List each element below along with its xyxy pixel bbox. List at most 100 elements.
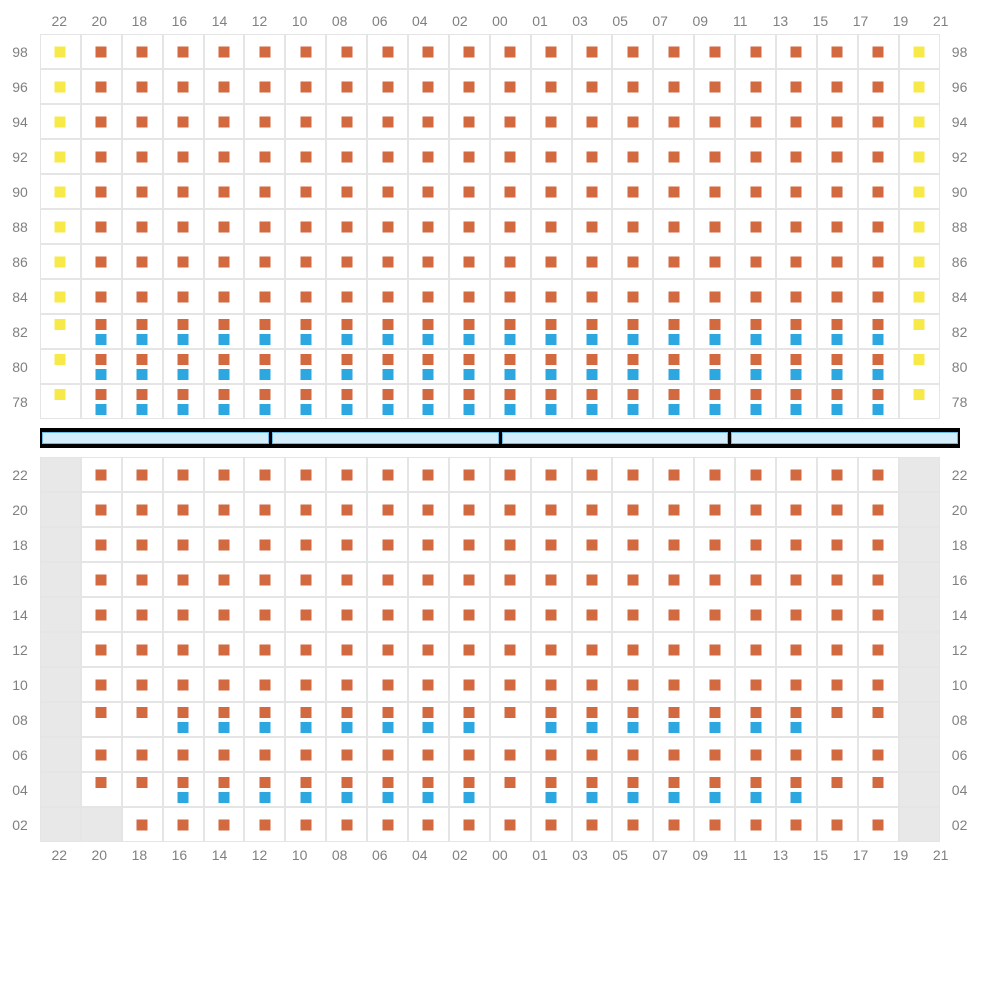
seat-cell[interactable]: [204, 349, 245, 384]
seat-marker[interactable]: [55, 354, 66, 365]
seat-marker[interactable]: [96, 574, 107, 585]
seat-cell[interactable]: [531, 632, 572, 667]
seat-marker[interactable]: [259, 777, 270, 788]
seat-marker[interactable]: [914, 319, 925, 330]
seat-cell[interactable]: [244, 104, 285, 139]
seat-cell[interactable]: [735, 667, 776, 702]
seat-cell[interactable]: [612, 104, 653, 139]
seat-marker[interactable]: [137, 679, 148, 690]
seat-marker[interactable]: [791, 319, 802, 330]
seat-cell[interactable]: [858, 349, 899, 384]
seat-cell[interactable]: [244, 457, 285, 492]
seat-marker[interactable]: [137, 186, 148, 197]
seat-marker[interactable]: [546, 722, 557, 733]
seat-marker[interactable]: [464, 819, 475, 830]
seat-marker[interactable]: [423, 749, 434, 760]
seat-marker[interactable]: [505, 354, 516, 365]
seat-marker[interactable]: [300, 644, 311, 655]
seat-marker[interactable]: [341, 679, 352, 690]
seat-marker[interactable]: [709, 369, 720, 380]
seat-marker[interactable]: [464, 334, 475, 345]
seat-cell[interactable]: [858, 69, 899, 104]
seat-cell[interactable]: [531, 457, 572, 492]
seat-marker[interactable]: [832, 291, 843, 302]
seat-marker[interactable]: [382, 116, 393, 127]
seat-marker[interactable]: [219, 186, 230, 197]
seat-marker[interactable]: [341, 151, 352, 162]
seat-marker[interactable]: [709, 679, 720, 690]
seat-cell[interactable]: [490, 527, 531, 562]
seat-marker[interactable]: [873, 389, 884, 400]
seat-marker[interactable]: [178, 792, 189, 803]
seat-cell[interactable]: [449, 104, 490, 139]
seat-marker[interactable]: [423, 186, 434, 197]
seat-marker[interactable]: [668, 354, 679, 365]
seat-cell[interactable]: [122, 807, 163, 842]
seat-marker[interactable]: [137, 221, 148, 232]
seat-marker[interactable]: [546, 539, 557, 550]
seat-cell[interactable]: [653, 632, 694, 667]
seat-marker[interactable]: [464, 574, 475, 585]
seat-cell[interactable]: [653, 174, 694, 209]
seat-marker[interactable]: [219, 354, 230, 365]
seat-marker[interactable]: [587, 81, 598, 92]
seat-marker[interactable]: [873, 679, 884, 690]
seat-marker[interactable]: [423, 46, 434, 57]
seat-cell[interactable]: [326, 104, 367, 139]
seat-cell[interactable]: [244, 737, 285, 772]
seat-marker[interactable]: [587, 609, 598, 620]
seat-cell[interactable]: [81, 34, 122, 69]
seat-marker[interactable]: [219, 256, 230, 267]
seat-marker[interactable]: [464, 469, 475, 480]
seat-cell[interactable]: [285, 737, 326, 772]
seat-marker[interactable]: [832, 707, 843, 718]
seat-cell[interactable]: [653, 349, 694, 384]
seat-cell[interactable]: [612, 772, 653, 807]
seat-cell[interactable]: [163, 314, 204, 349]
seat-marker[interactable]: [587, 819, 598, 830]
seat-cell[interactable]: [367, 349, 408, 384]
seat-marker[interactable]: [259, 792, 270, 803]
seat-cell[interactable]: [163, 527, 204, 562]
seat-marker[interactable]: [546, 186, 557, 197]
seat-cell[interactable]: [449, 349, 490, 384]
seat-marker[interactable]: [791, 291, 802, 302]
seat-cell[interactable]: [531, 807, 572, 842]
seat-marker[interactable]: [546, 609, 557, 620]
seat-cell[interactable]: [490, 279, 531, 314]
seat-cell[interactable]: [81, 492, 122, 527]
seat-cell[interactable]: [776, 597, 817, 632]
seat-cell[interactable]: [817, 279, 858, 314]
seat-cell[interactable]: [326, 772, 367, 807]
seat-cell[interactable]: [244, 667, 285, 702]
seat-marker[interactable]: [178, 151, 189, 162]
seat-marker[interactable]: [832, 46, 843, 57]
seat-cell[interactable]: [122, 384, 163, 419]
seat-marker[interactable]: [873, 504, 884, 515]
seat-marker[interactable]: [423, 504, 434, 515]
seat-marker[interactable]: [709, 81, 720, 92]
seat-cell[interactable]: [122, 34, 163, 69]
seat-cell[interactable]: [40, 244, 81, 279]
seat-cell[interactable]: [367, 702, 408, 737]
seat-cell[interactable]: [490, 632, 531, 667]
seat-cell[interactable]: [408, 457, 449, 492]
seat-marker[interactable]: [709, 792, 720, 803]
seat-marker[interactable]: [668, 574, 679, 585]
seat-cell[interactable]: [653, 702, 694, 737]
seat-cell[interactable]: [858, 34, 899, 69]
seat-marker[interactable]: [341, 334, 352, 345]
seat-cell[interactable]: [285, 139, 326, 174]
seat-marker[interactable]: [587, 539, 598, 550]
seat-cell[interactable]: [204, 209, 245, 244]
seat-cell[interactable]: [81, 279, 122, 314]
seat-marker[interactable]: [382, 334, 393, 345]
seat-marker[interactable]: [750, 792, 761, 803]
seat-marker[interactable]: [464, 319, 475, 330]
seat-cell[interactable]: [612, 492, 653, 527]
seat-marker[interactable]: [219, 369, 230, 380]
seat-cell[interactable]: [163, 457, 204, 492]
seat-marker[interactable]: [464, 186, 475, 197]
seat-cell[interactable]: [694, 667, 735, 702]
seat-marker[interactable]: [668, 777, 679, 788]
